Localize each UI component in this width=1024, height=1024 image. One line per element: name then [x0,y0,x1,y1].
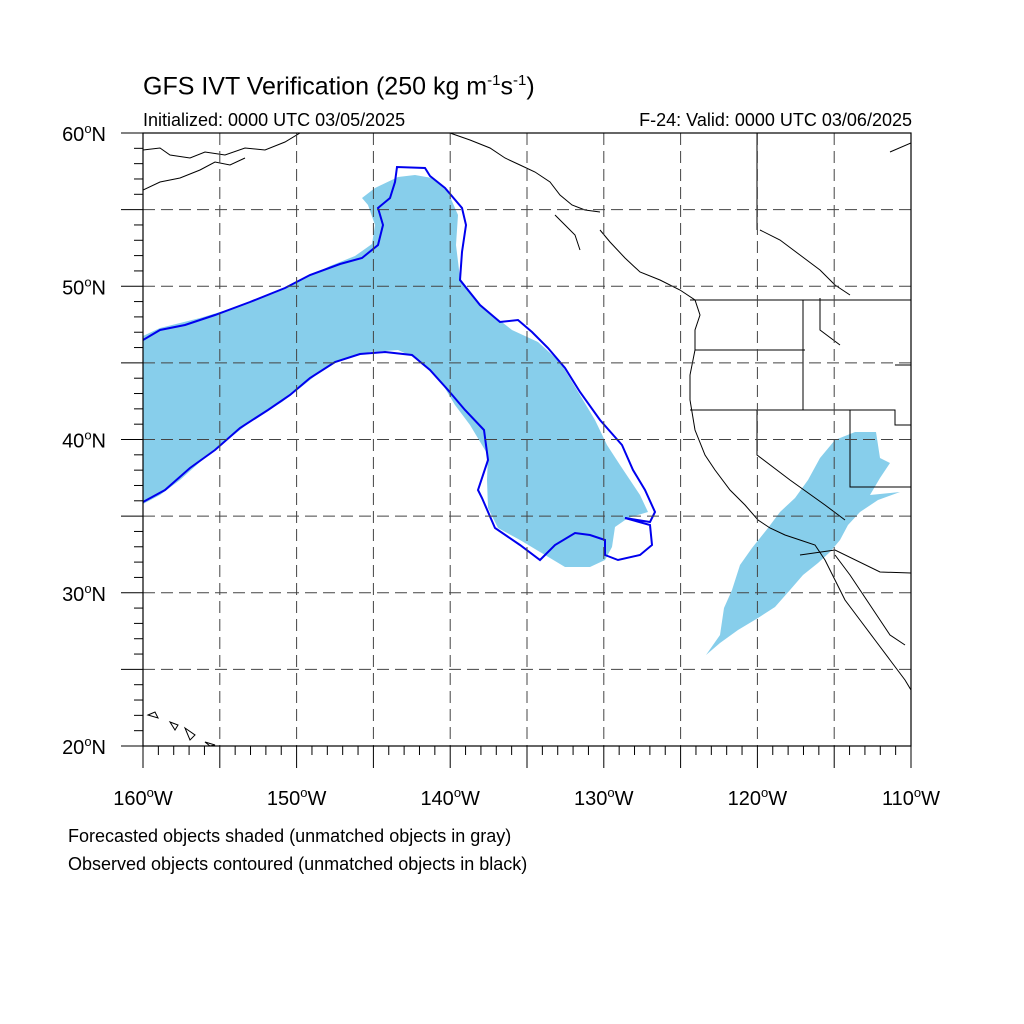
lat-label: 30oN [62,581,106,606]
lat-lon-grid [143,133,911,746]
lat-label: 40oN [62,428,106,453]
valid-time-label: F-24: Valid: 0000 UTC 03/06/2025 [639,110,912,130]
forecast-object-pacific [143,175,648,567]
latitude-labels: 60oN 50oN 40oN 30oN 20oN [62,121,106,759]
lon-label: 120oW [728,785,788,810]
lat-label: 20oN [62,734,106,759]
observed-contour [143,165,657,562]
initialized-label: Initialized: 0000 UTC 03/05/2025 [143,110,406,130]
footer-observed-note: Observed objects contoured (unmatched ob… [68,854,528,874]
lat-label: 60oN [62,121,106,146]
coastlines [143,133,911,746]
axis-ticks [121,132,912,768]
forecast-object-california [706,432,900,655]
lat-label: 50oN [62,274,106,299]
footer-forecast-note: Forecasted objects shaded (unmatched obj… [68,826,512,846]
chart-title: GFS IVT Verification (250 kg m-1s-1) [143,72,535,101]
lon-label: 160oW [113,785,173,810]
lon-label: 130oW [574,785,634,810]
longitude-labels: 160oW 150oW 140oW 130oW 120oW 110oW [113,785,940,810]
lon-label: 150oW [267,785,327,810]
lon-label: 140oW [420,785,480,810]
lon-label: 110oW [882,785,940,810]
